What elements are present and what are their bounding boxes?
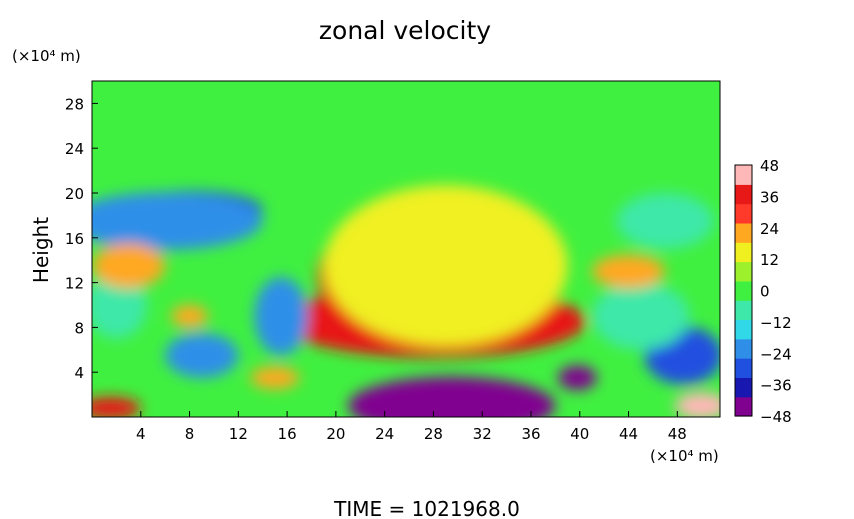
x-tick-label: 32 bbox=[473, 425, 492, 443]
x-tick-label: 28 bbox=[424, 425, 443, 443]
colorbar-swatch bbox=[735, 338, 752, 359]
y-tick-label: 12 bbox=[65, 275, 84, 293]
colorbar-swatch bbox=[735, 203, 752, 224]
velocity-field bbox=[92, 81, 720, 417]
field-features bbox=[92, 185, 720, 417]
colorbar: 48 36 24 12 0 −12 −24 −36 −48 bbox=[734, 157, 792, 426]
y-tick-label: 4 bbox=[74, 364, 84, 382]
colorbar-tick-label: −24 bbox=[760, 345, 792, 363]
field-feature bbox=[557, 365, 597, 391]
field-feature bbox=[591, 254, 666, 289]
x-tick-label: 44 bbox=[619, 425, 638, 443]
field-feature bbox=[591, 282, 690, 350]
y-unit-label: (×10⁴ m) bbox=[12, 47, 81, 65]
y-tick-label: 24 bbox=[65, 140, 84, 158]
field-feature bbox=[171, 305, 208, 328]
colorbar-tick-label: 12 bbox=[760, 251, 779, 269]
x-tick-label: 16 bbox=[278, 425, 297, 443]
field-feature bbox=[250, 366, 300, 389]
field-feature bbox=[92, 271, 147, 339]
colorbar-swatch bbox=[735, 377, 752, 398]
field-feature bbox=[254, 277, 308, 356]
field-feature bbox=[92, 243, 166, 289]
x-unit-label: (×10⁴ m) bbox=[650, 447, 719, 465]
colorbar-tick-label: −36 bbox=[760, 377, 792, 395]
field-feature bbox=[348, 376, 556, 417]
x-tick-label: 12 bbox=[229, 425, 248, 443]
colorbar-swatch bbox=[735, 319, 752, 340]
colorbar-swatch bbox=[735, 358, 752, 378]
field-feature bbox=[674, 392, 720, 417]
x-axis: 4 8 12 16 20 24 28 32 36 40 44 48 bbox=[136, 411, 687, 443]
colorbar-swatch bbox=[735, 300, 752, 321]
field-feature bbox=[92, 396, 141, 417]
field-feature bbox=[165, 333, 239, 378]
x-tick-label: 24 bbox=[375, 425, 394, 443]
field-feature bbox=[616, 193, 714, 249]
y-tick-label: 20 bbox=[65, 185, 84, 203]
plot-frame bbox=[91, 80, 721, 418]
colorbar-swatch bbox=[735, 165, 752, 185]
colorbar-frame bbox=[734, 164, 753, 417]
colorbar-swatch bbox=[735, 222, 752, 243]
x-tick-label: 20 bbox=[326, 425, 345, 443]
field-feature bbox=[323, 185, 568, 347]
x-tick-label: 4 bbox=[136, 425, 146, 443]
colorbar-tick-label: 36 bbox=[760, 188, 779, 206]
x-tick-label: 8 bbox=[185, 425, 195, 443]
colorbar-swatch bbox=[735, 396, 752, 417]
x-tick-label: 36 bbox=[521, 425, 540, 443]
x-tick-label: 48 bbox=[668, 425, 687, 443]
colorbar-swatch bbox=[735, 261, 752, 282]
y-axis: 4 8 12 16 20 24 28 bbox=[65, 95, 98, 382]
chart-title: zonal velocity bbox=[319, 16, 491, 45]
colorbar-tick-label: −48 bbox=[760, 408, 792, 426]
x-tick-label: 40 bbox=[570, 425, 589, 443]
colorbar-swatch bbox=[735, 184, 752, 205]
colorbar-tick-label: 24 bbox=[760, 220, 779, 238]
y-axis-label: Height bbox=[29, 217, 53, 283]
colorbar-tick-label: 0 bbox=[760, 283, 770, 301]
y-tick-label: 16 bbox=[65, 230, 84, 248]
colorbar-tick-label: 48 bbox=[760, 157, 779, 175]
colorbar-swatch bbox=[735, 280, 752, 301]
field-feature bbox=[92, 191, 263, 251]
y-tick-label: 8 bbox=[74, 319, 84, 337]
colorbar-tick-label: −12 bbox=[760, 314, 792, 332]
colorbar-swatch bbox=[735, 242, 752, 263]
time-label: TIME = 1021968.0 bbox=[333, 497, 520, 519]
y-tick-label: 28 bbox=[65, 95, 84, 113]
